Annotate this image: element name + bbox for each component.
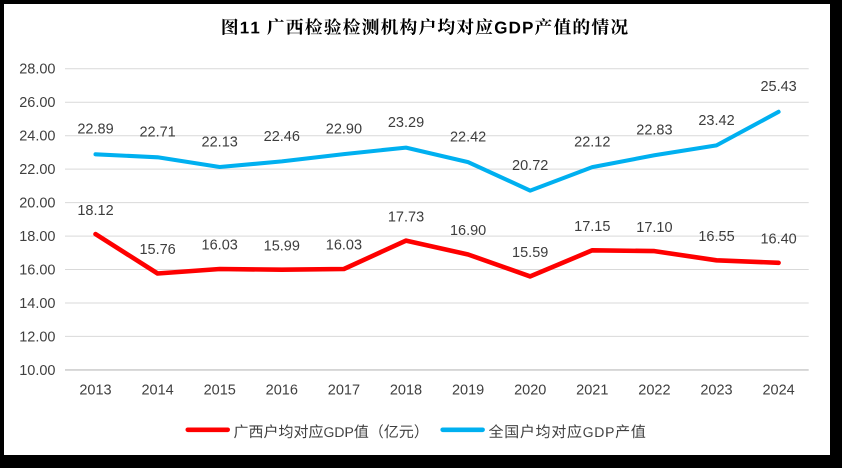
svg-text:12.00: 12.00 bbox=[19, 329, 55, 345]
svg-text:23.29: 23.29 bbox=[388, 115, 424, 131]
svg-text:2020: 2020 bbox=[514, 383, 546, 399]
svg-text:2017: 2017 bbox=[328, 383, 360, 399]
svg-text:2013: 2013 bbox=[79, 383, 111, 399]
svg-text:15.99: 15.99 bbox=[264, 238, 300, 254]
svg-text:26.00: 26.00 bbox=[19, 95, 55, 111]
svg-text:2014: 2014 bbox=[141, 383, 173, 399]
svg-text:22.00: 22.00 bbox=[19, 162, 55, 178]
svg-text:2019: 2019 bbox=[452, 383, 484, 399]
svg-text:2021: 2021 bbox=[576, 383, 608, 399]
svg-text:22.12: 22.12 bbox=[574, 135, 610, 151]
svg-text:16.90: 16.90 bbox=[450, 223, 486, 239]
svg-text:14.00: 14.00 bbox=[19, 296, 55, 312]
svg-text:2023: 2023 bbox=[700, 383, 732, 399]
svg-text:22.83: 22.83 bbox=[636, 123, 672, 139]
svg-text:2018: 2018 bbox=[390, 383, 422, 399]
svg-text:15.59: 15.59 bbox=[512, 245, 548, 261]
svg-text:22.42: 22.42 bbox=[450, 130, 486, 146]
svg-text:2016: 2016 bbox=[266, 383, 298, 399]
svg-text:28.00: 28.00 bbox=[19, 62, 55, 78]
svg-text:23.42: 23.42 bbox=[698, 113, 734, 129]
svg-text:2022: 2022 bbox=[638, 383, 670, 399]
svg-text:22.71: 22.71 bbox=[139, 125, 175, 141]
svg-text:16.00: 16.00 bbox=[19, 262, 55, 278]
svg-text:24.00: 24.00 bbox=[19, 129, 55, 145]
svg-text:22.46: 22.46 bbox=[264, 129, 300, 145]
svg-text:17.10: 17.10 bbox=[636, 220, 672, 236]
svg-text:16.03: 16.03 bbox=[326, 238, 362, 254]
svg-text:18.12: 18.12 bbox=[77, 203, 113, 219]
svg-text:22.89: 22.89 bbox=[77, 122, 113, 138]
svg-text:2024: 2024 bbox=[762, 383, 794, 399]
svg-text:16.03: 16.03 bbox=[202, 238, 238, 254]
svg-text:16.40: 16.40 bbox=[760, 232, 796, 248]
svg-text:18.00: 18.00 bbox=[19, 229, 55, 245]
svg-text:20.00: 20.00 bbox=[19, 196, 55, 212]
svg-text:17.73: 17.73 bbox=[388, 209, 424, 225]
svg-text:10.00: 10.00 bbox=[19, 363, 55, 379]
svg-text:15.76: 15.76 bbox=[139, 242, 175, 258]
svg-text:17.15: 17.15 bbox=[574, 219, 610, 235]
svg-text:22.90: 22.90 bbox=[326, 122, 362, 138]
svg-text:16.55: 16.55 bbox=[698, 229, 734, 245]
svg-text:20.72: 20.72 bbox=[512, 158, 548, 174]
svg-text:22.13: 22.13 bbox=[202, 134, 238, 150]
svg-text:25.43: 25.43 bbox=[760, 79, 796, 95]
svg-text:2015: 2015 bbox=[204, 383, 236, 399]
